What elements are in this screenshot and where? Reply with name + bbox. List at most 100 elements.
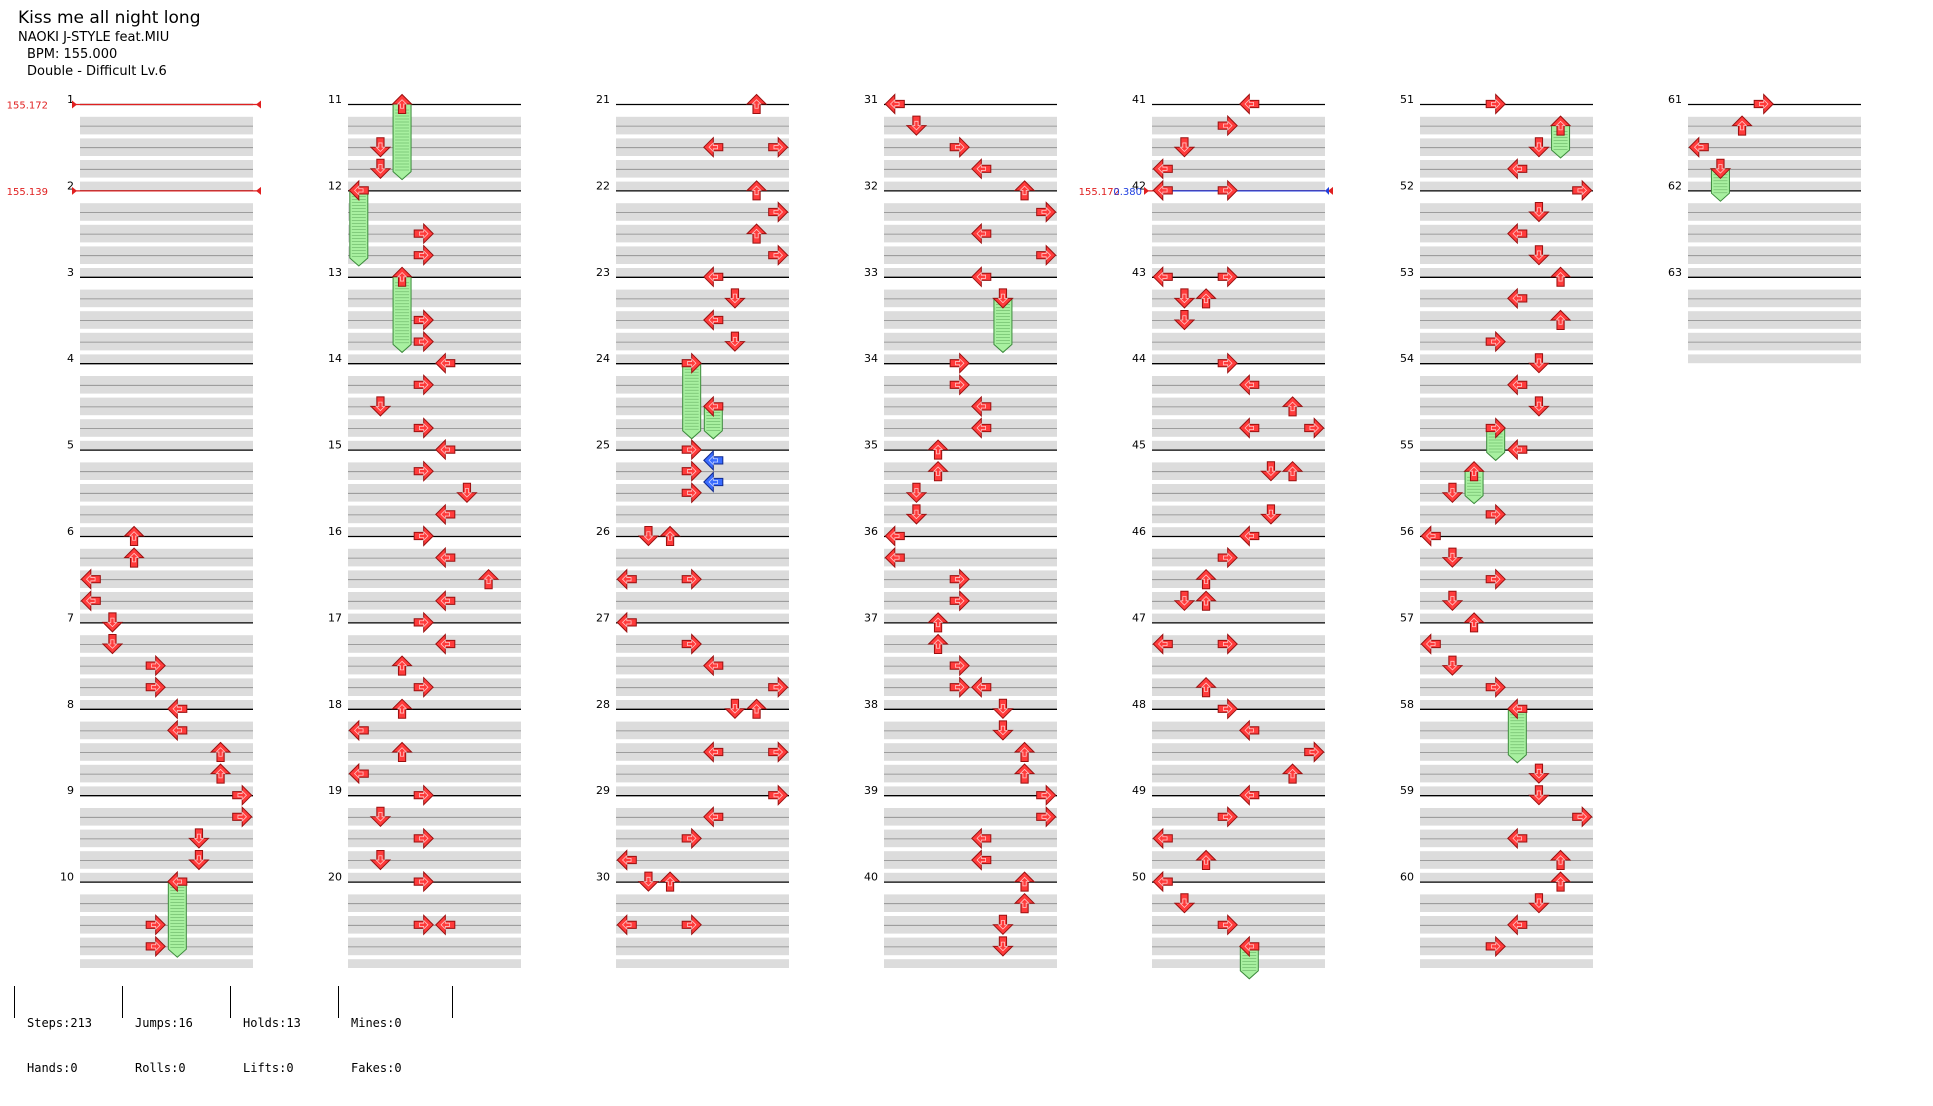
tap-arrow-highlight [1512,228,1522,239]
tap-arrow-left [616,914,637,936]
beat-band [1152,116,1325,135]
tap-arrow-left [703,806,724,828]
beat-band [616,246,789,264]
beat-band [1420,721,1593,740]
beat-band [348,160,521,178]
tap-arrow-highlight [643,876,654,887]
beat-band [1152,527,1325,536]
tap-arrow-down [369,137,392,158]
tap-arrow-left [435,546,456,569]
beat-band [884,570,1057,588]
beat-band [616,570,789,588]
tap-arrow-highlight [1041,206,1052,218]
tap-arrow-highlight [889,98,900,110]
tap-arrow-left [703,309,724,331]
tap-arrow-up [745,698,768,719]
beat-band [348,419,521,437]
tap-arrow-up [745,223,768,244]
tap-arrow-highlight [1157,638,1168,650]
beat-band [616,376,789,394]
tap-arrow-highlight [1287,401,1298,412]
beat-band [1420,656,1593,675]
beat-band [1152,808,1325,826]
measure-number: 22 [596,179,610,192]
tap-arrow-right [949,136,970,158]
measure-number: 25 [596,439,610,452]
beat-band [80,937,253,956]
tap-arrow-right [681,482,702,504]
beat-band [616,678,789,696]
hold-head-arrow-down [992,288,1014,309]
beat-band [348,700,521,709]
tap-arrow-down [637,526,660,547]
beat-band [80,376,253,394]
tap-arrow-down [1528,785,1550,806]
measure-number: 40 [864,871,878,884]
tap-arrow-highlight [440,509,450,520]
beat-band [616,592,789,610]
tap-arrow-highlight [419,379,429,391]
measure-number: 50 [1132,871,1146,884]
tap-arrow-left [703,741,724,763]
tap-arrow-highlight [1759,98,1769,110]
tap-arrow-down [1173,590,1196,612]
tap-arrow-highlight [976,228,986,239]
beat-band [1152,635,1325,653]
beat-band [80,613,253,623]
tap-arrow-highlight [1491,336,1501,347]
tap-arrow-highlight [237,811,248,823]
measure-number: 15 [328,439,342,452]
tap-arrow-up [1195,568,1217,590]
beat-band [348,332,521,351]
tap-arrow-right [1217,914,1238,936]
tap-arrow-highlight [1244,379,1254,391]
beat-band [884,484,1057,502]
tap-arrow-highlight [375,401,386,412]
beat-band [1420,440,1593,450]
beat-band [348,527,521,536]
tap-arrow-highlight [1491,98,1501,110]
tap-arrow-right [413,525,434,547]
beat-band [616,548,789,567]
tap-arrow-down [724,331,746,352]
tap-arrow-highlight [1425,638,1436,650]
beat-band [80,181,253,191]
tap-arrow-up [1013,180,1036,201]
tap-arrow-right [232,784,253,806]
tap-arrow-highlight [396,747,408,757]
tap-arrow-highlight [708,141,718,153]
tap-arrow-right [768,244,789,266]
tap-arrow-left [435,590,456,612]
tap-arrow-highlight [1533,207,1545,217]
tap-arrow-highlight [643,531,654,541]
tap-arrow-highlight [1512,163,1522,175]
tap-arrow-right [413,330,434,353]
beat-band [80,829,253,848]
tap-arrow-left [616,568,637,590]
tap-arrow-highlight [773,681,784,693]
tap-arrow-highlight [375,164,386,174]
beat-band [616,743,789,761]
beat-band [884,138,1057,156]
beat-band [348,462,521,480]
tap-arrow-highlight [729,293,741,304]
tap-arrow-right [232,806,253,828]
measure-number: 7 [67,611,74,624]
beat-band [616,160,789,178]
tap-arrow-left [703,654,724,677]
beat-band [884,527,1057,536]
tap-arrow-highlight [1555,315,1566,325]
beat-band [884,246,1057,264]
tap-arrow-highlight [621,573,632,585]
tap-arrow-highlight [773,789,784,801]
beat-band [348,397,521,416]
tap-arrow-up [1195,849,1217,870]
beat-band [884,311,1057,329]
beat-band [348,656,521,675]
beat-band [884,721,1057,740]
tap-arrow-highlight [483,574,494,584]
tap-arrow-down [992,698,1014,720]
bpm-change-label: 155.172 [7,101,48,112]
tap-arrow-up [927,460,949,482]
measure-number: 48 [1132,698,1146,711]
